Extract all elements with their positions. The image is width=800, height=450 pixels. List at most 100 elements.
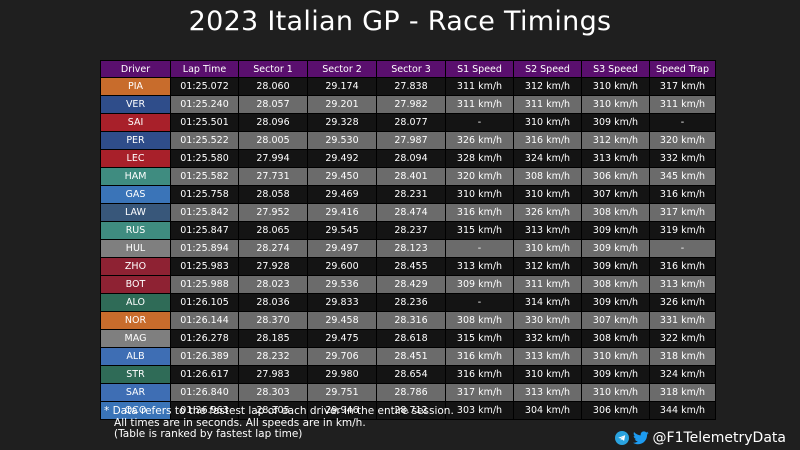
sector-1-cell: 28.065 xyxy=(238,221,308,240)
driver-cell: BOT xyxy=(100,275,171,294)
speed-trap-cell: - xyxy=(649,239,716,258)
table-row: MAG 01:26.278 28.185 29.475 28.618 315 km/h 33… xyxy=(100,329,716,348)
s2-speed-cell: 324 km/h xyxy=(513,149,582,168)
s2-speed-cell: 311 km/h xyxy=(513,275,582,294)
header-sector-2: Sector 2 xyxy=(307,60,377,78)
sector-2-cell: 29.492 xyxy=(307,149,377,168)
sector-2-cell: 29.497 xyxy=(307,239,377,258)
s1-speed-cell: 316 km/h xyxy=(445,203,514,222)
sector-3-cell: 28.618 xyxy=(376,329,446,348)
s3-speed-cell: 308 km/h xyxy=(581,275,650,294)
sector-1-cell: 28.005 xyxy=(238,131,308,150)
lap-time-cell: 01:26.617 xyxy=(170,365,239,384)
sector-1-cell: 28.057 xyxy=(238,95,308,114)
table-row: GAS 01:25.758 28.058 29.469 28.231 310 km/h 31… xyxy=(100,185,716,204)
page-title: 2023 Italian GP - Race Timings xyxy=(188,6,612,37)
s2-speed-cell: 310 km/h xyxy=(513,113,582,132)
sector-1-cell: 28.232 xyxy=(238,347,308,366)
driver-cell: HAM xyxy=(100,167,171,186)
sector-3-cell: 28.077 xyxy=(376,113,446,132)
s2-speed-cell: 330 km/h xyxy=(513,311,582,330)
sector-3-cell: 28.712 xyxy=(376,401,446,420)
s2-speed-cell: 310 km/h xyxy=(513,185,582,204)
sector-1-cell: 27.952 xyxy=(238,203,308,222)
s2-speed-cell: 314 km/h xyxy=(513,293,582,312)
table-row: SAI 01:25.501 28.096 29.328 28.077-310 km/h 3… xyxy=(100,113,716,132)
lap-time-cell: 01:26.278 xyxy=(170,329,239,348)
sector-2-cell: 29.469 xyxy=(307,185,377,204)
table-row: PER 01:25.522 28.005 29.530 27.987 326 km/h 31… xyxy=(100,131,716,150)
s3-speed-cell: 310 km/h xyxy=(581,347,650,366)
s2-speed-cell: 312 km/h xyxy=(513,77,582,96)
s2-speed-cell: 311 km/h xyxy=(513,95,582,114)
s1-speed-cell: 320 km/h xyxy=(445,167,514,186)
lap-time-cell: 01:25.894 xyxy=(170,239,239,258)
footnote-line: * Data refers to the fastest lap of each… xyxy=(104,405,454,417)
speed-trap-cell: 331 km/h xyxy=(649,311,716,330)
driver-cell: SAI xyxy=(100,113,171,132)
table-row: STR 01:26.617 27.983 29.980 28.654 316 km/h 31… xyxy=(100,365,716,384)
table-row: RUS 01:25.847 28.065 29.545 28.237 315 km/h 31… xyxy=(100,221,716,240)
lap-time-cell: 01:25.758 xyxy=(170,185,239,204)
s2-speed-cell: 326 km/h xyxy=(513,203,582,222)
s2-speed-cell: 316 km/h xyxy=(513,131,582,150)
sector-1-cell: 28.036 xyxy=(238,293,308,312)
sector-3-cell: 28.786 xyxy=(376,383,446,402)
sector-2-cell: 29.833 xyxy=(307,293,377,312)
s3-speed-cell: 307 km/h xyxy=(581,311,650,330)
driver-cell: PER xyxy=(100,131,171,150)
lap-time-cell: 01:26.963 xyxy=(170,401,239,420)
sector-1-cell: 27.928 xyxy=(238,257,308,276)
s1-speed-cell: 309 km/h xyxy=(445,275,514,294)
table-row: NOR 01:26.144 28.370 29.458 28.316 308 km/h 33… xyxy=(100,311,716,330)
sector-3-cell: 28.429 xyxy=(376,275,446,294)
s1-speed-cell: 308 km/h xyxy=(445,311,514,330)
speed-trap-cell: 311 km/h xyxy=(649,95,716,114)
driver-cell: MAG xyxy=(100,329,171,348)
s2-speed-cell: 310 km/h xyxy=(513,365,582,384)
header-speed-trap: Speed Trap xyxy=(649,60,716,78)
header-s3-speed: S3 Speed xyxy=(581,60,650,78)
s3-speed-cell: 309 km/h xyxy=(581,257,650,276)
s1-speed-cell: 311 km/h xyxy=(445,77,514,96)
table-row: HUL 01:25.894 28.274 29.497 28.123-310 km/h 3… xyxy=(100,239,716,258)
driver-cell: LAW xyxy=(100,203,171,222)
driver-cell: NOR xyxy=(100,311,171,330)
sector-3-cell: 28.123 xyxy=(376,239,446,258)
sector-1-cell: 28.023 xyxy=(238,275,308,294)
sector-2-cell: 29.751 xyxy=(307,383,377,402)
sector-1-cell: 27.983 xyxy=(238,365,308,384)
sector-1-cell: 28.303 xyxy=(238,383,308,402)
sector-1-cell: 28.060 xyxy=(238,77,308,96)
s3-speed-cell: 309 km/h xyxy=(581,113,650,132)
telegram-icon xyxy=(614,431,629,445)
sector-3-cell: 28.236 xyxy=(376,293,446,312)
driver-cell: PIA xyxy=(100,77,171,96)
lap-time-cell: 01:25.983 xyxy=(170,257,239,276)
speed-trap-cell: 319 km/h xyxy=(649,221,716,240)
driver-cell: ALB xyxy=(100,347,171,366)
driver-cell: ALO xyxy=(100,293,171,312)
sector-1-cell: 28.305 xyxy=(238,401,308,420)
speed-trap-cell: - xyxy=(649,113,716,132)
table-header-row: Driver Lap Time Sector 1 Sector 2 Sector… xyxy=(100,60,716,78)
table-row: SAR 01:26.840 28.303 29.751 28.786 317 km/h 31… xyxy=(100,383,716,402)
sector-1-cell: 28.185 xyxy=(238,329,308,348)
s3-speed-cell: 308 km/h xyxy=(581,329,650,348)
sector-2-cell: 29.450 xyxy=(307,167,377,186)
speed-trap-cell: 324 km/h xyxy=(649,365,716,384)
sector-1-cell: 27.731 xyxy=(238,167,308,186)
speed-trap-cell: 332 km/h xyxy=(649,149,716,168)
sector-2-cell: 29.600 xyxy=(307,257,377,276)
s3-speed-cell: 308 km/h xyxy=(581,203,650,222)
s1-speed-cell: - xyxy=(445,293,514,312)
lap-time-cell: 01:26.840 xyxy=(170,383,239,402)
driver-cell: VER xyxy=(100,95,171,114)
driver-cell: ZHO xyxy=(100,257,171,276)
s1-speed-cell: - xyxy=(445,239,514,258)
speed-trap-cell: 326 km/h xyxy=(649,293,716,312)
table-row: OCO 01:26.963 28.305 29.946 28.712 303 km/h 30… xyxy=(100,401,716,420)
s3-speed-cell: 310 km/h xyxy=(581,95,650,114)
header-s1-speed: S1 Speed xyxy=(445,60,514,78)
sector-3-cell: 28.316 xyxy=(376,311,446,330)
